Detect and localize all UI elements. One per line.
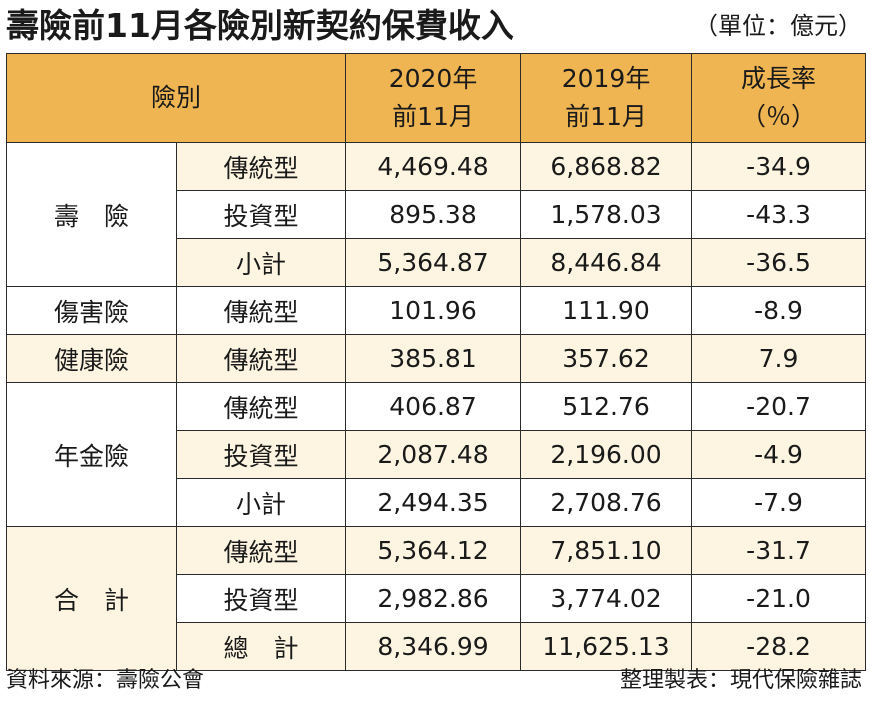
value-2019-cell: 2,196.00 xyxy=(520,430,693,479)
value-2020-cell: 5,364.12 xyxy=(345,526,522,575)
group-cell: 傷害險 xyxy=(6,286,177,335)
header-category: 險別 xyxy=(5,53,347,143)
header-2020-line2: 前11月 xyxy=(392,102,474,131)
group-cell: 合 計 xyxy=(6,526,177,671)
header-growth-line1: 成長率 xyxy=(741,64,817,93)
unit-label: （單位：億元） xyxy=(694,12,862,40)
growth-cell: -4.9 xyxy=(691,430,867,479)
type-cell: 投資型 xyxy=(175,190,347,239)
value-2019-cell: 11,625.13 xyxy=(520,622,693,671)
table-row: 壽 險 傳統型 4,469.48 6,868.82 -34.9 xyxy=(6,142,867,287)
value-2020-cell: 4,469.48 xyxy=(345,142,522,191)
value-2019-cell: 7,851.10 xyxy=(520,526,693,575)
growth-cell: -31.7 xyxy=(691,526,867,575)
value-2019-cell: 6,868.82 xyxy=(520,142,693,191)
header-growth: 成長率 （％） xyxy=(691,53,867,143)
table-row: 投資型 2,982.86 3,774.02 -21.0 xyxy=(7,574,867,623)
value-2019-cell: 8,446.84 xyxy=(520,238,693,287)
table-row: 年金險 傳統型 406.87 512.76 -20.7 xyxy=(6,382,867,527)
table-row: 合 計 傳統型 5,364.12 7,851.10 -31.7 xyxy=(6,526,867,671)
header-2019-line2: 前11月 xyxy=(565,102,647,131)
page-title: 壽險前11月各險別新契約保費收入 xyxy=(6,6,514,45)
value-2020-cell: 2,087.48 xyxy=(345,430,522,479)
growth-cell: -7.9 xyxy=(691,478,867,527)
type-cell: 傳統型 xyxy=(175,286,347,335)
growth-cell: -43.3 xyxy=(691,190,867,239)
type-cell: 總 計 xyxy=(175,622,347,671)
type-cell: 傳統型 xyxy=(175,334,347,383)
type-cell: 傳統型 xyxy=(175,526,347,575)
source-note: 資料來源：壽險公會 xyxy=(6,668,205,693)
growth-cell: -36.5 xyxy=(691,238,867,287)
header-2020: 2020年 前11月 xyxy=(345,53,522,143)
type-cell: 投資型 xyxy=(175,430,347,479)
type-cell: 傳統型 xyxy=(175,142,347,191)
header-growth-line2: （％） xyxy=(741,102,817,131)
growth-cell: -34.9 xyxy=(691,142,867,191)
growth-cell: -21.0 xyxy=(691,574,867,623)
value-2020-cell: 385.81 xyxy=(345,334,522,383)
type-cell: 小計 xyxy=(175,238,347,287)
growth-cell: 7.9 xyxy=(691,334,867,383)
table-header-row: 險別 2020年 前11月 2019年 前11月 成長率 （％） xyxy=(5,53,867,143)
growth-cell: -20.7 xyxy=(691,382,867,431)
growth-cell: -8.9 xyxy=(691,286,867,335)
type-cell: 投資型 xyxy=(175,574,347,623)
table-row: 健康險 傳統型 385.81 357.62 7.9 xyxy=(6,334,867,383)
header-2019: 2019年 前11月 xyxy=(520,53,693,143)
compiler-note: 整理製表：現代保險雜誌 xyxy=(619,668,862,693)
header-2019-line1: 2019年 xyxy=(561,64,651,93)
group-cell: 健康險 xyxy=(6,334,177,383)
value-2020-cell: 8,346.99 xyxy=(345,622,522,671)
value-2020-cell: 895.38 xyxy=(345,190,522,239)
value-2019-cell: 111.90 xyxy=(520,286,693,335)
value-2019-cell: 357.62 xyxy=(520,334,693,383)
value-2020-cell: 2,494.35 xyxy=(345,478,522,527)
type-cell: 小計 xyxy=(175,478,347,527)
value-2020-cell: 406.87 xyxy=(345,382,522,431)
premium-table: 險別 2020年 前11月 2019年 前11月 成長率 （％） 壽 險 傳統型… xyxy=(5,53,867,671)
table-row: 總 計 8,346.99 11,625.13 -28.2 xyxy=(7,622,867,671)
value-2019-cell: 2,708.76 xyxy=(520,478,693,527)
table-row: 投資型 2,087.48 2,196.00 -4.9 xyxy=(7,430,867,479)
growth-cell: -28.2 xyxy=(691,622,867,671)
value-2019-cell: 512.76 xyxy=(520,382,693,431)
header-2020-line1: 2020年 xyxy=(388,64,478,93)
value-2020-cell: 101.96 xyxy=(345,286,522,335)
table-row: 傷害險 傳統型 101.96 111.90 -8.9 xyxy=(6,286,867,335)
group-cell: 年金險 xyxy=(6,382,177,527)
table-row: 小計 5,364.87 8,446.84 -36.5 xyxy=(7,238,867,287)
value-2019-cell: 1,578.03 xyxy=(520,190,693,239)
value-2019-cell: 3,774.02 xyxy=(520,574,693,623)
group-cell: 壽 險 xyxy=(6,142,177,287)
value-2020-cell: 5,364.87 xyxy=(345,238,522,287)
type-cell: 傳統型 xyxy=(175,382,347,431)
table-row: 投資型 895.38 1,578.03 -43.3 xyxy=(7,190,867,239)
value-2020-cell: 2,982.86 xyxy=(345,574,522,623)
